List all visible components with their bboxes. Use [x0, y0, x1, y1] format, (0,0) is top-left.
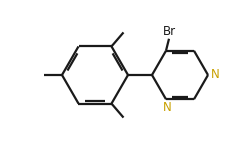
Text: Br: Br [162, 25, 175, 38]
Text: N: N [211, 69, 220, 81]
Text: N: N [162, 101, 172, 114]
